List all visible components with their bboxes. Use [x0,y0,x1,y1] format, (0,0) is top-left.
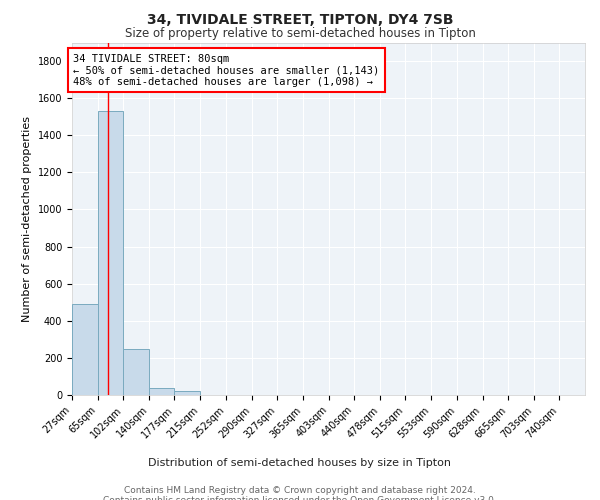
Text: Contains HM Land Registry data © Crown copyright and database right 2024.
Contai: Contains HM Land Registry data © Crown c… [103,486,497,500]
Y-axis label: Number of semi-detached properties: Number of semi-detached properties [22,116,32,322]
Text: Size of property relative to semi-detached houses in Tipton: Size of property relative to semi-detach… [125,28,475,40]
Text: Distribution of semi-detached houses by size in Tipton: Distribution of semi-detached houses by … [149,458,452,468]
Bar [123,348,149,395]
Bar [175,392,200,395]
Bar [72,304,98,395]
Bar [149,388,175,395]
Text: 34, TIVIDALE STREET, TIPTON, DY4 7SB: 34, TIVIDALE STREET, TIPTON, DY4 7SB [147,12,453,26]
Bar [98,111,123,395]
Text: 34 TIVIDALE STREET: 80sqm
← 50% of semi-detached houses are smaller (1,143)
48% : 34 TIVIDALE STREET: 80sqm ← 50% of semi-… [73,54,380,87]
